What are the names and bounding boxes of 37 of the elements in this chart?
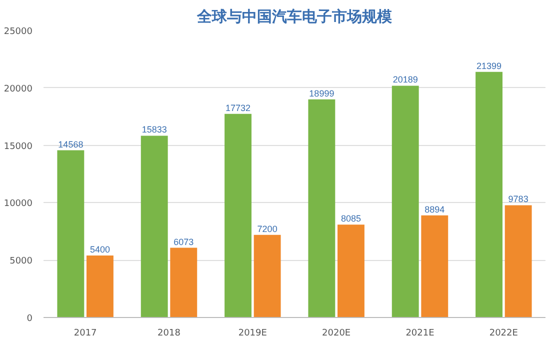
data-label: 6073 (174, 236, 194, 247)
y-tick-label: 15000 (4, 142, 33, 152)
x-tick-label: 2018 (158, 328, 181, 338)
bar (476, 72, 502, 318)
x-tick-label: 2022E (489, 328, 518, 338)
data-label: 5400 (90, 244, 110, 255)
y-tick-label: 5000 (10, 256, 33, 267)
data-label: 15833 (142, 124, 167, 135)
data-label: 20189 (392, 74, 418, 85)
y-tick-label: 25000 (4, 27, 33, 37)
bar (392, 86, 419, 318)
bar (421, 215, 448, 318)
data-label: 8894 (424, 204, 445, 214)
bar (224, 114, 252, 318)
x-tick-label: 2021E (406, 328, 435, 338)
bar (170, 248, 198, 318)
x-tick-label: 2020E (322, 328, 351, 338)
y-tick-label: 0 (26, 314, 33, 324)
bar (86, 256, 114, 318)
bar (254, 234, 281, 318)
data-label: 7200 (257, 224, 278, 234)
x-tick-label: 2017 (74, 328, 97, 338)
data-label: 8085 (340, 214, 361, 224)
data-label: 18999 (309, 88, 334, 98)
data-label: 9783 (508, 194, 528, 204)
data-label: 14568 (58, 139, 84, 150)
y-tick-label: 20000 (4, 84, 33, 94)
bar (140, 136, 168, 318)
bar (308, 99, 336, 318)
bar (504, 205, 532, 318)
data-label: 17732 (226, 102, 251, 113)
data-label: 21399 (476, 60, 502, 71)
bar (57, 150, 84, 318)
chart-title: 全球与中国汽车电子市场规模 (196, 8, 393, 26)
x-tick-label: 2019E (238, 328, 268, 338)
bar (338, 224, 364, 318)
y-tick-label: 10000 (4, 199, 33, 210)
